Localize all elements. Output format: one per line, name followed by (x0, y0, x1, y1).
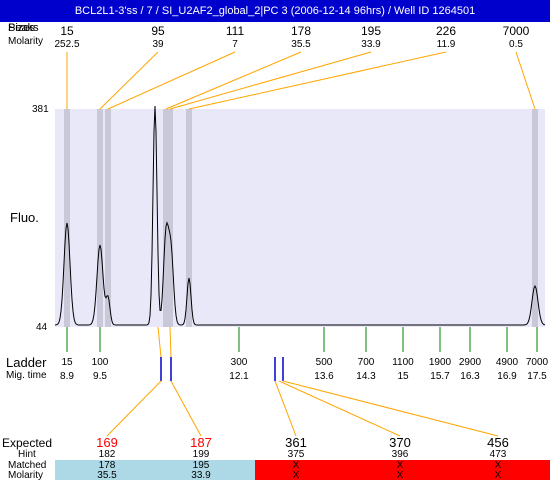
expected-connector (278, 380, 401, 437)
ladder-mig-time: 15 (397, 371, 409, 382)
peak-size: 226 (435, 24, 457, 38)
fluorescence-trace (54, 105, 546, 326)
expected-matched: X (494, 460, 502, 471)
peak-connector (99, 51, 159, 110)
peak-band (97, 109, 103, 327)
matched-label: Matched (8, 460, 47, 471)
peak-band (64, 109, 70, 327)
ladder-mig-time: 12.1 (229, 371, 249, 382)
expected-matched: X (292, 460, 300, 471)
peak-size: 95 (151, 24, 165, 38)
peak-size: 15 (60, 24, 74, 38)
peak-molarity: 11.9 (436, 39, 456, 50)
ladder-mig-time: 16.9 (497, 371, 517, 382)
expected-size: 370 (389, 435, 411, 450)
hint-label: Hint (18, 449, 36, 460)
expected-size: 169 (96, 435, 118, 450)
ladder-mig-time: 17.5 (527, 371, 547, 382)
expected-hint: 182 (98, 449, 116, 460)
expected-connector (106, 380, 162, 437)
peak-molarity: 7 (232, 39, 238, 50)
expected-molarity: 33.9 (191, 470, 211, 481)
peak-band (105, 109, 111, 327)
peak-size: 195 (360, 24, 382, 38)
y-axis-label: Fluo. (10, 210, 39, 225)
marker-connector (157, 326, 162, 358)
peak-molarity: 33.9 (361, 39, 381, 50)
expected-size: 187 (190, 435, 212, 450)
expected-matched: 195 (192, 460, 210, 471)
peak-connector (169, 51, 372, 110)
peak-band (532, 109, 538, 327)
mig-time-label: Mig. time (6, 370, 47, 381)
ladder-size: 100 (91, 357, 109, 368)
peak-connector (515, 51, 536, 110)
peak-molarity: 35.5 (291, 39, 311, 50)
expected-molarity: 35.5 (97, 470, 117, 481)
peak-molarity: 0.5 (509, 39, 523, 50)
ladder-size: 500 (315, 357, 333, 368)
ladder-size: 300 (230, 357, 248, 368)
y-min-label: 44 (36, 322, 48, 333)
ladder-label: Ladder (6, 355, 47, 370)
y-max-label: 381 (32, 104, 49, 115)
peak-size: 111 (225, 24, 245, 38)
ladder-mig-time: 14.3 (356, 371, 376, 382)
ladder-size: 700 (357, 357, 375, 368)
peak-connector (188, 51, 447, 110)
peak-molarity: 39 (152, 39, 164, 50)
ladder-size: 2900 (458, 357, 482, 368)
peak-band (163, 109, 169, 327)
expected-matched: 178 (98, 460, 116, 471)
missing-background (255, 460, 550, 480)
ladder-mig-time: 15.7 (430, 371, 450, 382)
peak-connector (165, 51, 302, 110)
ladder-mig-time: 16.3 (460, 371, 480, 382)
expected-label: Expected (2, 436, 53, 450)
expected-size: 456 (487, 435, 509, 450)
expected-hint: 375 (287, 449, 305, 460)
plot-area (55, 109, 545, 327)
ladder-mig-time: 9.5 (93, 371, 107, 382)
expected-molarity: X (396, 470, 404, 481)
expected-matched: X (396, 460, 404, 471)
ladder-size: 15 (61, 357, 73, 368)
expected-connector (282, 380, 499, 437)
window-title: BCL2L1-3'ss / 7 / SI_U2AF2_global_2|PC 3… (0, 0, 550, 22)
ladder-size: 1900 (428, 357, 452, 368)
expected-connector (274, 380, 297, 437)
peak-size: 7000 (502, 24, 530, 38)
ladder-size: 7000 (525, 357, 549, 368)
ladder-mig-time: 8.9 (60, 371, 74, 382)
expected-connector (170, 380, 202, 437)
matched-background (55, 460, 255, 480)
ladder-size: 1100 (392, 357, 414, 368)
expected-hint: 473 (489, 449, 507, 460)
peak-band (186, 109, 192, 327)
sizes-label: Sizes (8, 22, 35, 34)
molarity-label: Molarity (8, 36, 44, 47)
expected-molarity: X (494, 470, 502, 481)
peak-connector (107, 51, 236, 110)
ladder-size: 4900 (495, 357, 519, 368)
marker-connector (169, 326, 172, 358)
peak-molarity: 252.5 (54, 39, 80, 50)
expected-hint: 199 (192, 449, 210, 460)
peaks-label: Peaks (8, 22, 39, 34)
expected-hint: 396 (391, 449, 409, 460)
expected-molarity: X (292, 470, 300, 481)
peak-size: 178 (290, 24, 312, 38)
ladder-mig-time: 13.6 (314, 371, 334, 382)
expected-molarity-label: Molarity (8, 470, 44, 481)
expected-size: 361 (285, 435, 307, 450)
peak-band (167, 109, 173, 327)
